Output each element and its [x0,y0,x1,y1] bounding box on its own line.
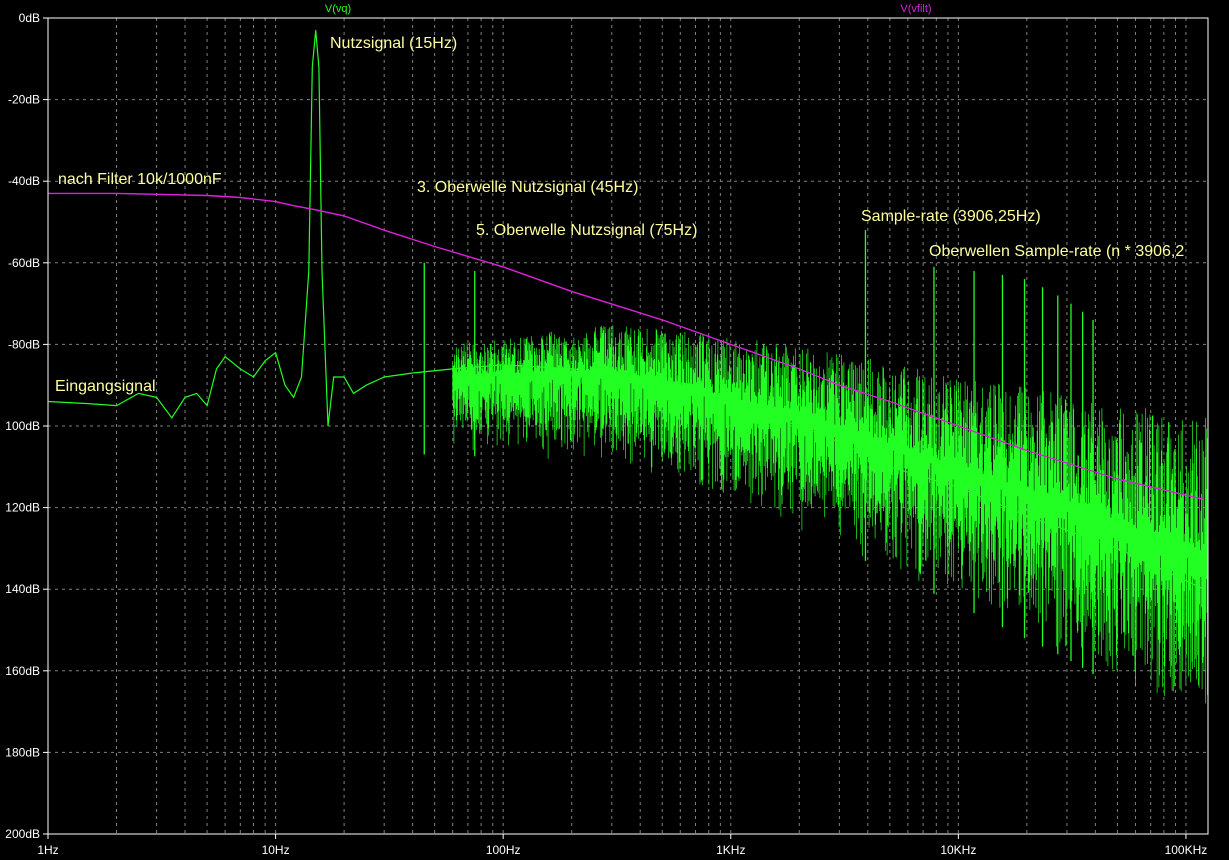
y-tick-label: 120dB [5,501,40,515]
annotation-nutzsignal: Nutzsignal (15Hz) [330,35,457,52]
annotation-oberwelle-3: 3. Oberwelle Nutzsignal (45Hz) [417,179,638,196]
x-tick-label: 100KHz [1165,843,1208,857]
y-tick-label: 0dB [19,11,40,25]
x-tick-label: 10Hz [262,843,290,857]
y-tick-label: 140dB [5,582,40,596]
annotation-sample-rate: Sample-rate (3906,25Hz) [861,208,1041,225]
annotation-nach-filter: nach Filter 10k/1000nF [58,171,222,188]
y-tick-label: 180dB [5,745,40,759]
trace-label-vq[interactable]: V(vq) [325,3,351,15]
y-tick-label: -20dB [8,93,40,107]
annotation-oberwellen-sample-rate: Oberwellen Sample-rate (n * 3906,2 [929,243,1184,260]
axis-ticks: 1Hz 10Hz 100Hz 1KHz 10KHz 100KHz 0dB -20dB -40dB… [5,11,1207,857]
y-tick-label: -80dB [8,337,40,351]
traces [47,30,1208,704]
y-tick-label: -40dB [8,174,40,188]
y-tick-label: 200dB [5,827,40,841]
vq-noise-floor [452,325,1208,704]
y-tick-label: 100dB [5,419,40,433]
y-tick-label: 160dB [5,664,40,678]
vfilt-trace [48,192,1205,501]
x-tick-label: 100Hz [486,843,521,857]
x-tick-label: 1Hz [37,843,58,857]
x-tick-label: 1KHz [716,843,745,857]
vq-trace [47,30,1205,590]
vq-noise-hash [452,325,1208,704]
x-tick-label: 10KHz [940,843,976,857]
y-tick-label: -60dB [8,256,40,270]
trace-label-vfilt[interactable]: V(vfilt) [900,3,931,15]
annotation-oberwelle-5: 5. Oberwelle Nutzsignal (75Hz) [476,222,697,239]
annotation-eingangsignal: Eingangsignal [55,378,156,395]
